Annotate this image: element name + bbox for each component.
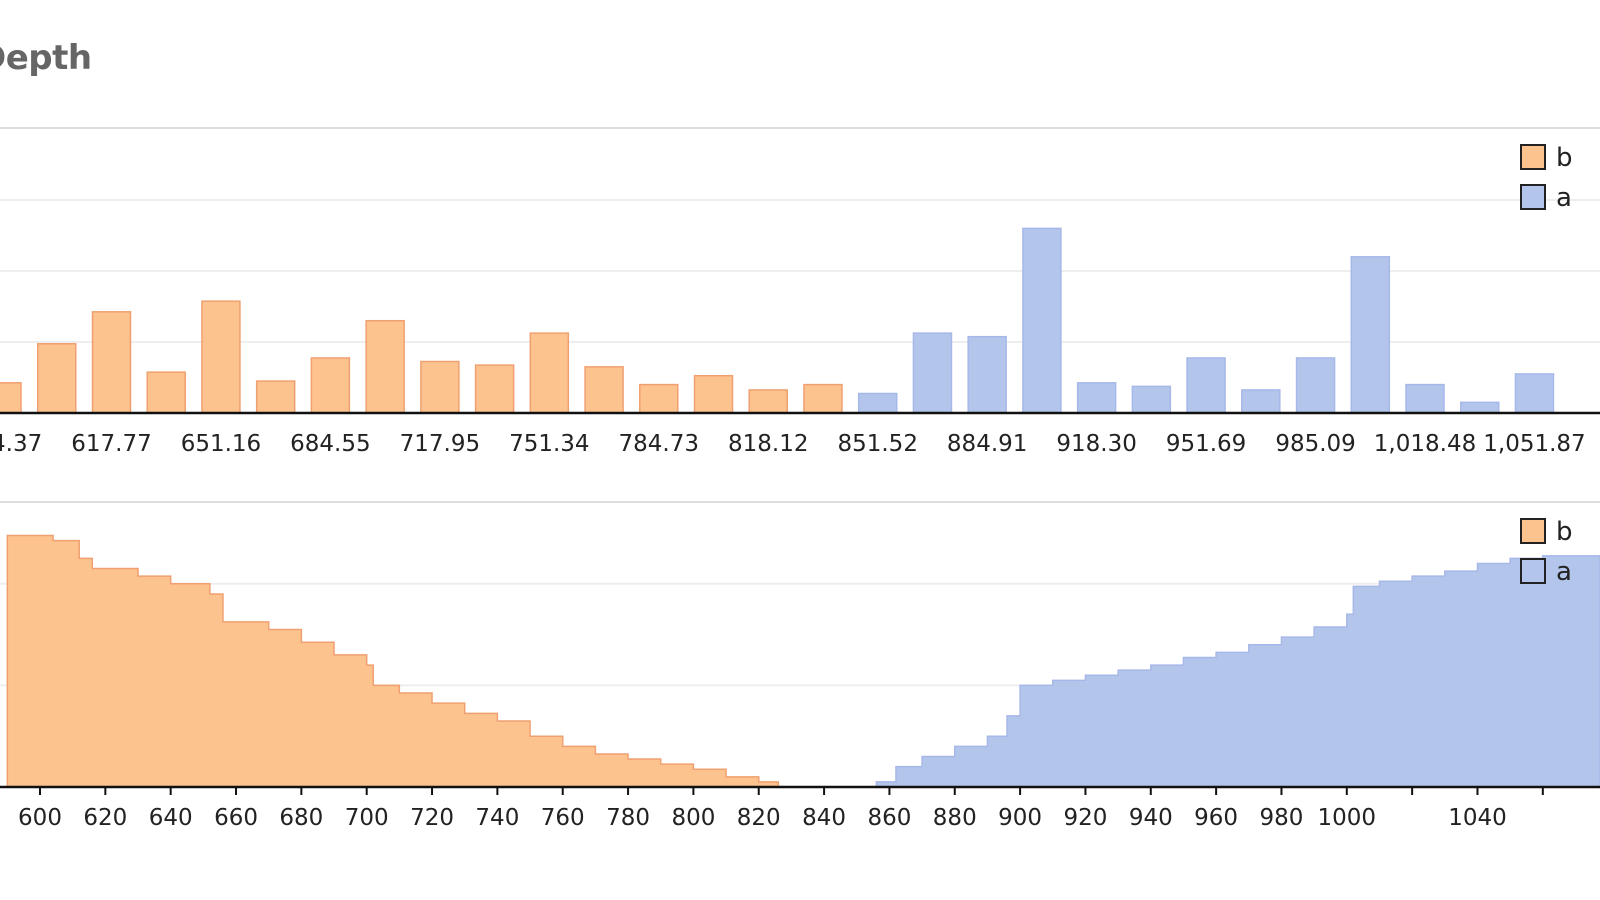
area-x-tick-label: 940 [1129, 805, 1173, 831]
bid-bar [255, 380, 296, 414]
area-legend-label: b [1556, 517, 1573, 547]
bar-x-tick-label: 784.73 [619, 431, 699, 457]
ask-bar [1186, 357, 1226, 414]
bid-bar [0, 382, 22, 414]
bar-x-tick-label: 617.77 [71, 431, 151, 457]
bar-x-tick-label: 717.95 [400, 431, 480, 457]
ask-bar [1460, 401, 1500, 414]
bar-x-tick-label: 684.55 [290, 431, 370, 457]
bid-depth-area [6, 534, 780, 788]
area-x-tick-label: 660 [214, 805, 258, 831]
bid-bar [639, 383, 679, 414]
area-x-tick-label: 840 [802, 805, 846, 831]
bid-bar [693, 374, 734, 414]
bid-bar [529, 332, 570, 414]
bar-x-tick-label: 751.34 [509, 431, 589, 457]
bid-bar [36, 343, 77, 414]
area-legend-swatch [1520, 518, 1546, 544]
bar-x-tick-label: 1,051.87 [1483, 431, 1585, 457]
bid-bar [584, 366, 624, 414]
bar-x-tick-label: 985.09 [1275, 431, 1355, 457]
area-legend-swatch [1520, 558, 1546, 584]
area-x-tick-label: 780 [606, 805, 650, 831]
cumulative-depth-chart: 600 620 640 660 680 700 720 740 760 780 800 820 840 8… [0, 517, 1600, 831]
bar-legend-swatch [1520, 144, 1546, 170]
bar-x-tick-label: 918.30 [1056, 431, 1136, 457]
ask-bar [1350, 256, 1391, 414]
area-x-tick-label: 720 [410, 805, 454, 831]
bid-bar [201, 300, 241, 414]
bid-bar [146, 371, 186, 414]
chart-title: Depth [0, 38, 92, 78]
bar-legend-swatch [1520, 184, 1546, 210]
ask-bar [1022, 227, 1062, 414]
bar-x-tick-label: 1,018.48 [1374, 431, 1476, 457]
area-x-tick-label: 920 [1063, 805, 1107, 831]
ask-bar [1405, 383, 1445, 414]
bar-x-tick-label: 651.16 [181, 431, 261, 457]
ask-bar [912, 332, 953, 414]
ask-depth-area [850, 555, 1600, 788]
ask-bar [1241, 389, 1281, 414]
bid-bar [365, 319, 405, 414]
bar-x-tick-label: 851.52 [837, 431, 917, 457]
area-x-tick-label: 620 [83, 805, 127, 831]
bar-x-tick-label: 818.12 [728, 431, 808, 457]
area-x-tick-label: 900 [998, 805, 1042, 831]
ask-bar [1076, 382, 1117, 414]
area-legend-label: a [1556, 557, 1572, 587]
bid-bar [803, 383, 843, 414]
bar-x-tick-label: 884.91 [947, 431, 1027, 457]
area-x-tick-label: 680 [279, 805, 323, 831]
bar-chart: 584.37 617.77 651.16 684.55 717.95 751.34 784.… [0, 143, 1600, 457]
bid-bar [420, 360, 460, 414]
area-x-tick-label: 760 [541, 805, 585, 831]
ask-bar [1131, 385, 1172, 414]
area-x-tick-label: 820 [737, 805, 781, 831]
bid-bar [310, 357, 351, 414]
area-x-tick-label: 800 [671, 805, 715, 831]
area-x-tick-label: 880 [933, 805, 977, 831]
ask-bar [857, 392, 898, 414]
bar-legend-label: b [1556, 143, 1573, 173]
area-x-tick-label: 860 [867, 805, 911, 831]
bar-x-tick-label: 951.69 [1166, 431, 1246, 457]
bar-legend-label: a [1556, 183, 1572, 213]
area-x-tick-label: 1040 [1448, 805, 1507, 831]
area-x-tick-label: 740 [475, 805, 519, 831]
ask-bar [1514, 373, 1555, 414]
ask-bar [1295, 357, 1336, 414]
area-x-tick-label: 1000 [1318, 805, 1377, 831]
area-x-tick-label: 700 [345, 805, 389, 831]
area-x-tick-label: 640 [149, 805, 193, 831]
area-x-tick-label: 600 [18, 805, 62, 831]
bid-bar [91, 311, 132, 414]
bid-bar [748, 389, 788, 414]
area-x-tick-label: 980 [1260, 805, 1304, 831]
bid-bar [474, 364, 515, 414]
bar-x-tick-label: 584.37 [0, 431, 42, 457]
area-x-tick-label: 960 [1194, 805, 1238, 831]
ask-bar [967, 335, 1007, 414]
